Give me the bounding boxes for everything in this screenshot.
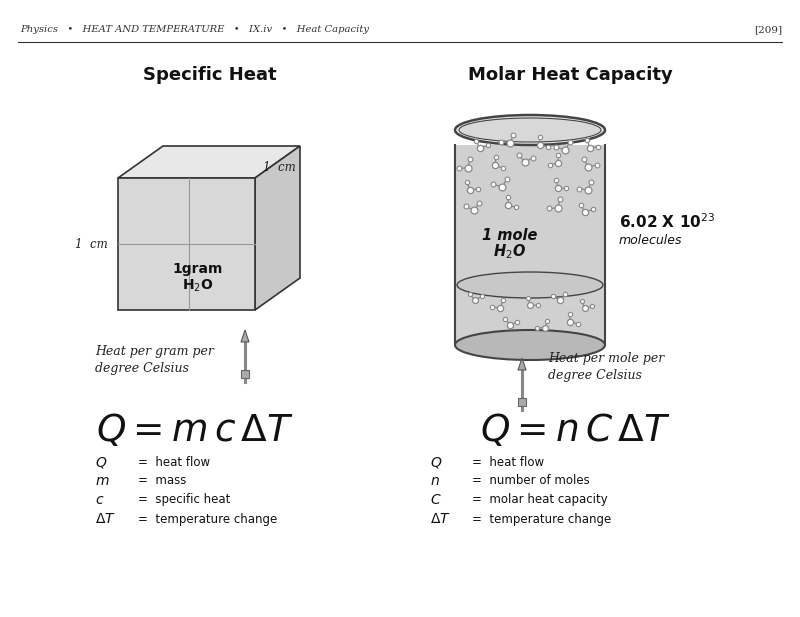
Text: =  number of moles: = number of moles <box>472 474 590 487</box>
Text: =  heat flow: = heat flow <box>472 455 544 468</box>
Text: Heat per gram per
degree Celsius: Heat per gram per degree Celsius <box>95 345 214 375</box>
Text: H$_2$O: H$_2$O <box>182 278 214 294</box>
Text: $m$: $m$ <box>95 474 110 488</box>
Text: 6.02 X 10$^{23}$: 6.02 X 10$^{23}$ <box>619 213 715 231</box>
Text: 1  cm: 1 cm <box>75 238 108 251</box>
Text: $Q = m\,c\,\Delta T$: $Q = m\,c\,\Delta T$ <box>96 412 294 449</box>
Polygon shape <box>518 358 526 370</box>
Text: =  molar heat capacity: = molar heat capacity <box>472 494 608 507</box>
Text: 1  cm: 1 cm <box>263 161 296 174</box>
Ellipse shape <box>455 115 605 145</box>
Text: Physics   •   HEAT AND TEMPERATURE   •   IX.iv   •   Heat Capacity: Physics • HEAT AND TEMPERATURE • IX.iv •… <box>20 25 369 35</box>
Text: =  mass: = mass <box>138 474 186 487</box>
Text: =  temperature change: = temperature change <box>138 513 278 526</box>
Text: molecules: molecules <box>619 233 682 247</box>
Text: $Q$: $Q$ <box>95 455 107 470</box>
Ellipse shape <box>455 330 605 360</box>
Text: [209]: [209] <box>754 25 782 35</box>
Text: $\Delta T$: $\Delta T$ <box>95 512 116 526</box>
Text: Specific Heat: Specific Heat <box>143 66 277 84</box>
Polygon shape <box>118 146 300 178</box>
Text: =  heat flow: = heat flow <box>138 455 210 468</box>
Polygon shape <box>241 330 249 342</box>
Polygon shape <box>241 370 249 378</box>
Text: =  specific heat: = specific heat <box>138 494 230 507</box>
Text: Molar Heat Capacity: Molar Heat Capacity <box>468 66 672 84</box>
Polygon shape <box>518 398 526 406</box>
Text: H$_2$O: H$_2$O <box>494 242 526 262</box>
Text: $c$: $c$ <box>95 493 105 507</box>
Text: =  temperature change: = temperature change <box>472 513 611 526</box>
Text: 1gram: 1gram <box>173 262 223 276</box>
Text: $Q = n\,C\,\Delta T$: $Q = n\,C\,\Delta T$ <box>480 412 670 449</box>
Ellipse shape <box>459 118 601 142</box>
Polygon shape <box>118 178 255 310</box>
Text: $\Delta T$: $\Delta T$ <box>430 512 451 526</box>
Text: $n$: $n$ <box>430 474 440 488</box>
Polygon shape <box>455 145 605 345</box>
Text: Heat per mole per
degree Celsius: Heat per mole per degree Celsius <box>548 352 664 382</box>
Text: 1 mole: 1 mole <box>482 228 538 242</box>
Text: $C$: $C$ <box>430 493 442 507</box>
Ellipse shape <box>457 272 603 298</box>
Polygon shape <box>255 146 300 310</box>
Text: $Q$: $Q$ <box>430 455 442 470</box>
